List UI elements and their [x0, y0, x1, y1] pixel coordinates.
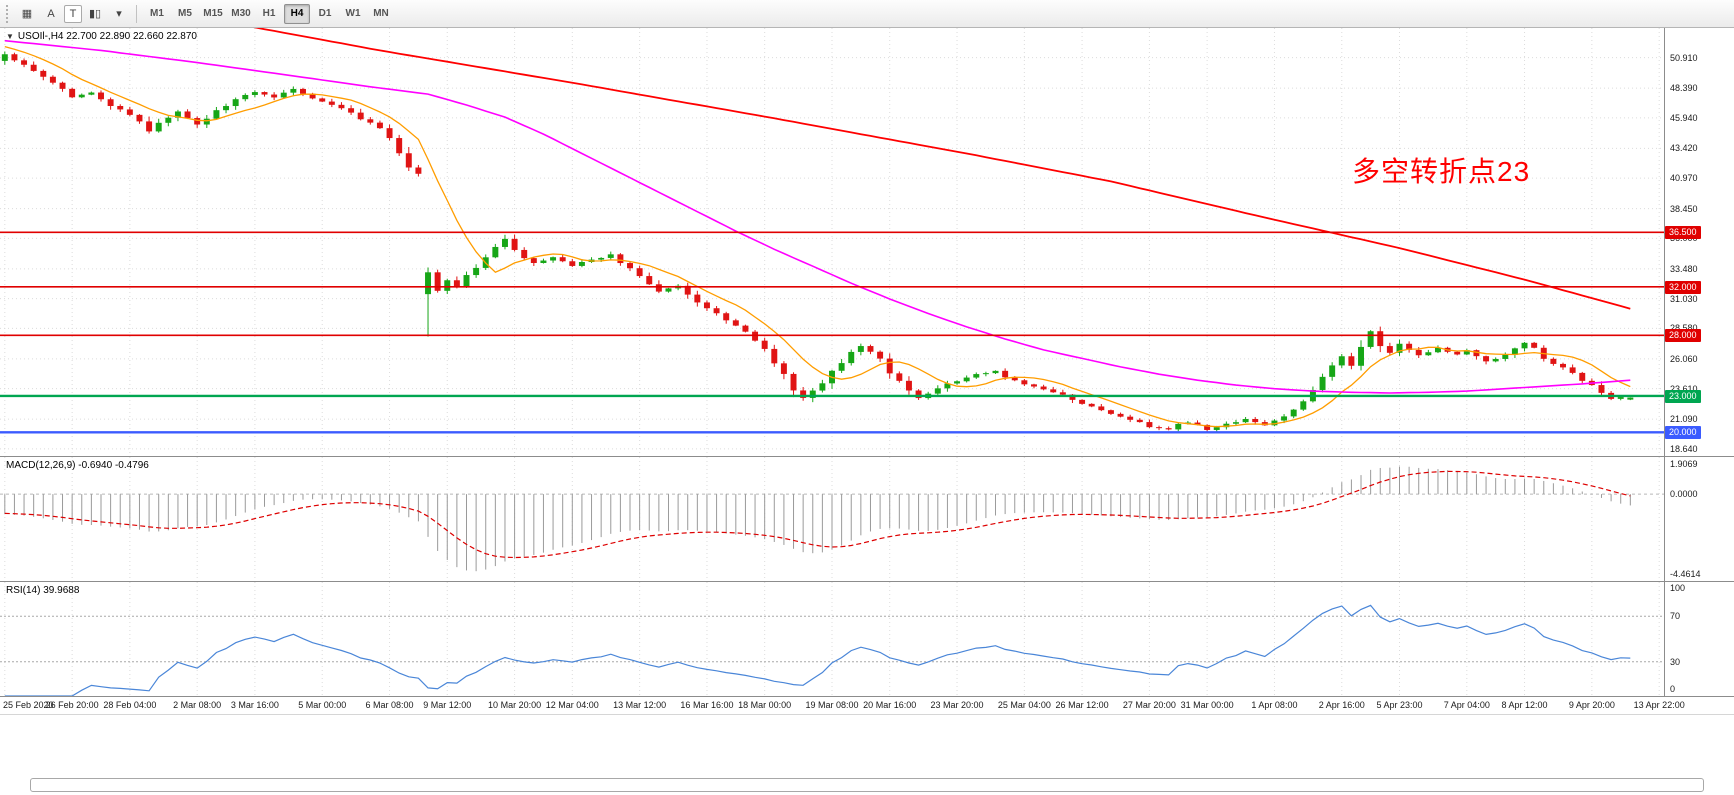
top-toolbar: ▦ A T ▮▯ ▾ M1 M5 M15 M30 H1 H4 D1 W1 MN: [0, 0, 1734, 28]
chart-type-icon[interactable]: ▮▯: [88, 8, 102, 20]
time-axis-label: 12 Mar 04:00: [545, 700, 599, 710]
timeframe-m1[interactable]: M1: [150, 8, 164, 19]
time-axis-label: 9 Apr 20:00: [1568, 700, 1615, 710]
time-axis-label: 13 Apr 22:00: [1633, 700, 1685, 710]
price-axis-label: 26.060: [1670, 353, 1698, 364]
time-axis-label: 10 Mar 20:00: [488, 700, 542, 710]
chart-title-text: USOIl-,H4 22.700 22.890 22.660 22.870: [17, 31, 197, 42]
text-tool-icon[interactable]: T: [64, 4, 82, 23]
chart-title: ▼ USOIl-,H4 22.700 22.890 22.660 22.870: [6, 31, 197, 42]
macd-axis-label: 1.9069: [1670, 459, 1698, 469]
rsi-axis-label: 100: [1670, 583, 1686, 593]
time-axis-label: 3 Mar 16:00: [230, 700, 279, 710]
dropdown-caret-icon[interactable]: ▾: [116, 8, 122, 20]
rsi-panel: RSI(14) 39.9688 100 70 30 0: [0, 582, 1734, 696]
price-axis-label: 48.390: [1670, 83, 1698, 94]
rsi-axis-label: 70: [1670, 611, 1681, 622]
timeframe-m5[interactable]: M5: [178, 8, 192, 19]
macd-axis-label: -4.4614: [1670, 569, 1701, 579]
annotation-text[interactable]: 多空转折点23: [1352, 156, 1531, 187]
time-axis-label: 27 Mar 20:00: [1122, 700, 1176, 710]
price-axis-label: 38.450: [1670, 203, 1698, 214]
price-chart-plot[interactable]: [0, 28, 1664, 456]
timeframe-mn[interactable]: MN: [373, 8, 389, 19]
timeframe-d1[interactable]: D1: [318, 8, 332, 19]
time-axis-label: 23 Mar 20:00: [930, 700, 984, 710]
price-level-tag: 32.000: [1665, 280, 1701, 294]
price-axis-label: 23.610: [1670, 383, 1698, 394]
timeframe-w1[interactable]: W1: [345, 8, 361, 19]
price-level-tag: 23.000: [1665, 389, 1701, 403]
toolbar-icons: ▦ A T ▮▯ ▾: [16, 3, 130, 25]
time-axis-label: 19 Mar 08:00: [805, 700, 859, 710]
price-level-tag: 20.000: [1665, 426, 1701, 440]
time-axis-label: 8 Apr 12:00: [1501, 700, 1548, 710]
price-panel: ▼ USOIl-,H4 22.700 22.890 22.660 22.870 …: [0, 28, 1734, 456]
time-axis[interactable]: 25 Feb 2020 26 Feb 20:00 28 Feb 04:00 2 Mar…: [0, 696, 1734, 714]
price-axis-label: 31.030: [1670, 293, 1698, 304]
cursor-icon[interactable]: A: [47, 7, 55, 20]
time-axis-label: 9 Mar 12:00: [423, 700, 472, 710]
price-axis-label: 45.940: [1670, 112, 1698, 123]
panel-splitter[interactable]: [0, 456, 1734, 457]
timeframe-m15[interactable]: M15: [203, 8, 223, 19]
timeframe-h4[interactable]: H4: [284, 3, 310, 24]
price-axis-label: 21.090: [1670, 414, 1698, 425]
rsi-label: RSI(14) 39.9688: [6, 585, 80, 596]
macd-panel: MACD(12,26,9) -0.6940 -0.4796 1.9069 0.00…: [0, 457, 1734, 581]
time-axis-label: 26 Mar 12:00: [1055, 700, 1109, 710]
rsi-axis-label: 0: [1670, 684, 1676, 694]
rsi-plot[interactable]: [0, 582, 1664, 696]
time-axis-label: 2 Apr 16:00: [1318, 700, 1365, 710]
collapse-chart-icon[interactable]: ▼: [6, 31, 14, 41]
time-axis-label: 31 Mar 00:00: [1180, 700, 1234, 710]
price-axis-label: 18.640: [1670, 443, 1698, 454]
time-axis-label: 2 Mar 08:00: [173, 700, 222, 710]
rsi-axis-label: 30: [1670, 656, 1681, 667]
price-level-tag: 28.000: [1665, 329, 1701, 343]
price-axis-label: 43.420: [1670, 143, 1698, 154]
macd-axis[interactable]: 1.9069 0.0000 -4.4614: [1664, 457, 1734, 581]
time-axis-label: 20 Mar 16:00: [863, 700, 917, 710]
time-axis-label: 13 Mar 12:00: [613, 700, 667, 710]
timeframe-m30[interactable]: M30: [231, 8, 251, 19]
horizontal-scrollbar[interactable]: [30, 778, 1704, 792]
time-axis-label: 7 Apr 04:00: [1443, 700, 1490, 710]
rsi-axis[interactable]: 100 70 30 0: [1664, 582, 1734, 696]
timeframe-h1[interactable]: H1: [262, 8, 276, 19]
time-axis-label: 1 Apr 08:00: [1251, 700, 1298, 710]
toolbar-separator: [136, 4, 137, 23]
macd-plot[interactable]: [0, 457, 1664, 581]
time-axis-label: 6 Mar 08:00: [365, 700, 414, 710]
price-axis-label: 33.480: [1670, 263, 1698, 274]
time-axis-label: 5 Apr 23:00: [1376, 700, 1423, 710]
time-axis-label: 26 Feb 20:00: [45, 700, 99, 710]
macd-label: MACD(12,26,9) -0.6940 -0.4796: [6, 460, 149, 471]
macd-axis-label: 0.0000: [1670, 489, 1698, 500]
price-axis-label: 28.580: [1670, 323, 1698, 334]
price-level-tag: 36.500: [1665, 226, 1701, 240]
time-axis-label: 16 Mar 16:00: [680, 700, 734, 710]
bottom-strip: [0, 714, 1734, 795]
price-axis[interactable]: 50.91048.39045.94043.42040.97038.45036.0…: [1664, 28, 1734, 456]
time-axis-label: 5 Mar 00:00: [298, 700, 347, 710]
price-axis-label: 40.970: [1670, 173, 1698, 184]
timeframe-buttons: M1 M5 M15 M30 H1 H4 D1 W1 MN: [143, 3, 395, 24]
time-axis-label: 18 Mar 00:00: [738, 700, 792, 710]
toolbar-grip[interactable]: [6, 4, 10, 23]
time-axis-label: 25 Mar 04:00: [997, 700, 1051, 710]
time-axis-label: 28 Feb 04:00: [103, 700, 157, 710]
price-axis-label: 50.910: [1670, 52, 1698, 63]
panel-splitter[interactable]: [0, 581, 1734, 582]
time-axis-label: 25 Feb 2020: [3, 700, 54, 710]
chart-window-icon[interactable]: ▦: [21, 8, 33, 20]
